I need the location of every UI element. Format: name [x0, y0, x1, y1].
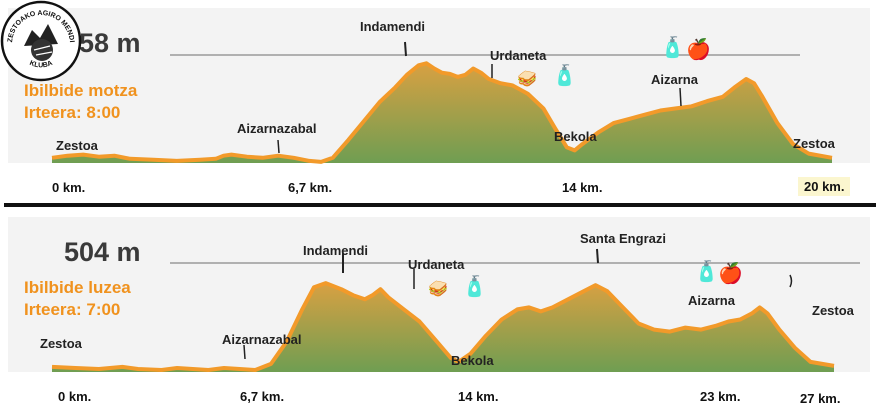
- place-label: Zestoa: [40, 336, 82, 351]
- marker-aizarnazabal: [243, 344, 246, 360]
- place-label: Indamendi: [360, 19, 426, 34]
- chart-long-route: 504 m Ibilbide luzea Irteera: 7:00 Zesto…: [0, 207, 878, 410]
- chart-short-route: 458 m Ibilbide motza Irteera: 8:00 Zesto…: [0, 0, 878, 203]
- distance-tick: 27 km.: [800, 391, 841, 406]
- elevation-area: [52, 63, 832, 163]
- place-label: Santa Engrazi: [580, 231, 666, 246]
- peak-altitude-label: 504 m: [64, 237, 141, 267]
- distance-tick: 6,7 km.: [240, 389, 285, 404]
- place-label: Zestoa: [56, 138, 98, 153]
- place-label: Bekola: [451, 353, 494, 368]
- elevation-outline: [51, 281, 835, 372]
- water-bottle-icon: 🧴: [552, 65, 577, 87]
- distance-tick: 0 km.: [58, 389, 92, 404]
- elevation-outline: [51, 61, 833, 164]
- panel-divider: [4, 203, 876, 207]
- place-label: Urdaneta: [408, 257, 465, 272]
- distance-tick: 14 km.: [458, 389, 499, 404]
- apple-icon: 🍎: [718, 263, 743, 285]
- sandwich-icon: 🥪: [517, 71, 537, 88]
- distance-tick: 23 km.: [700, 389, 741, 404]
- marker-indamendi: [404, 41, 407, 57]
- place-label: Urdaneta: [490, 48, 547, 63]
- elevation-area: [52, 283, 834, 372]
- club-logo-icon: ZESTOAKO AGIRO MENDI KLUBA: [0, 0, 82, 82]
- place-label: Indamendi: [303, 243, 369, 258]
- water-bottle-icon: 🧴: [660, 37, 685, 59]
- route-name: Ibilbide luzea: [24, 278, 131, 297]
- distance-tick: 0 km.: [52, 180, 86, 195]
- apple-icon: 🍎: [686, 39, 711, 61]
- logo-text-bottom: KLUBA: [28, 60, 53, 70]
- place-label: Zestoa: [812, 303, 854, 318]
- profile-chart-short: [8, 8, 870, 164]
- distance-tick: 14 km.: [562, 180, 603, 195]
- place-label: Aizarna: [651, 72, 698, 87]
- place-label: Zestoa: [793, 136, 835, 151]
- svg-text:KLUBA: KLUBA: [28, 60, 53, 70]
- sandwich-icon: 🥪: [428, 281, 448, 298]
- distance-tick: 6,7 km.: [288, 180, 333, 195]
- distance-tick: 20 km.: [798, 177, 851, 196]
- marker-aizarna: [679, 87, 682, 107]
- place-label: Aizarna: [688, 293, 735, 308]
- place-label: Aizarnazabal: [222, 332, 302, 347]
- start-time: Irteera: 7:00: [24, 300, 121, 319]
- route-name: Ibilbide motza: [24, 81, 138, 100]
- marker-zestoa-end: [789, 274, 793, 288]
- water-bottle-icon: 🧴: [694, 261, 719, 283]
- place-label: Aizarnazabal: [237, 121, 317, 136]
- water-bottle-icon: 🧴: [462, 276, 487, 298]
- profile-chart-long: [8, 217, 870, 372]
- start-time: Irteera: 8:00: [24, 103, 121, 122]
- place-label: Bekola: [554, 129, 597, 144]
- marker-santa-engrazi: [596, 248, 599, 264]
- marker-aizarnazabal: [277, 139, 280, 154]
